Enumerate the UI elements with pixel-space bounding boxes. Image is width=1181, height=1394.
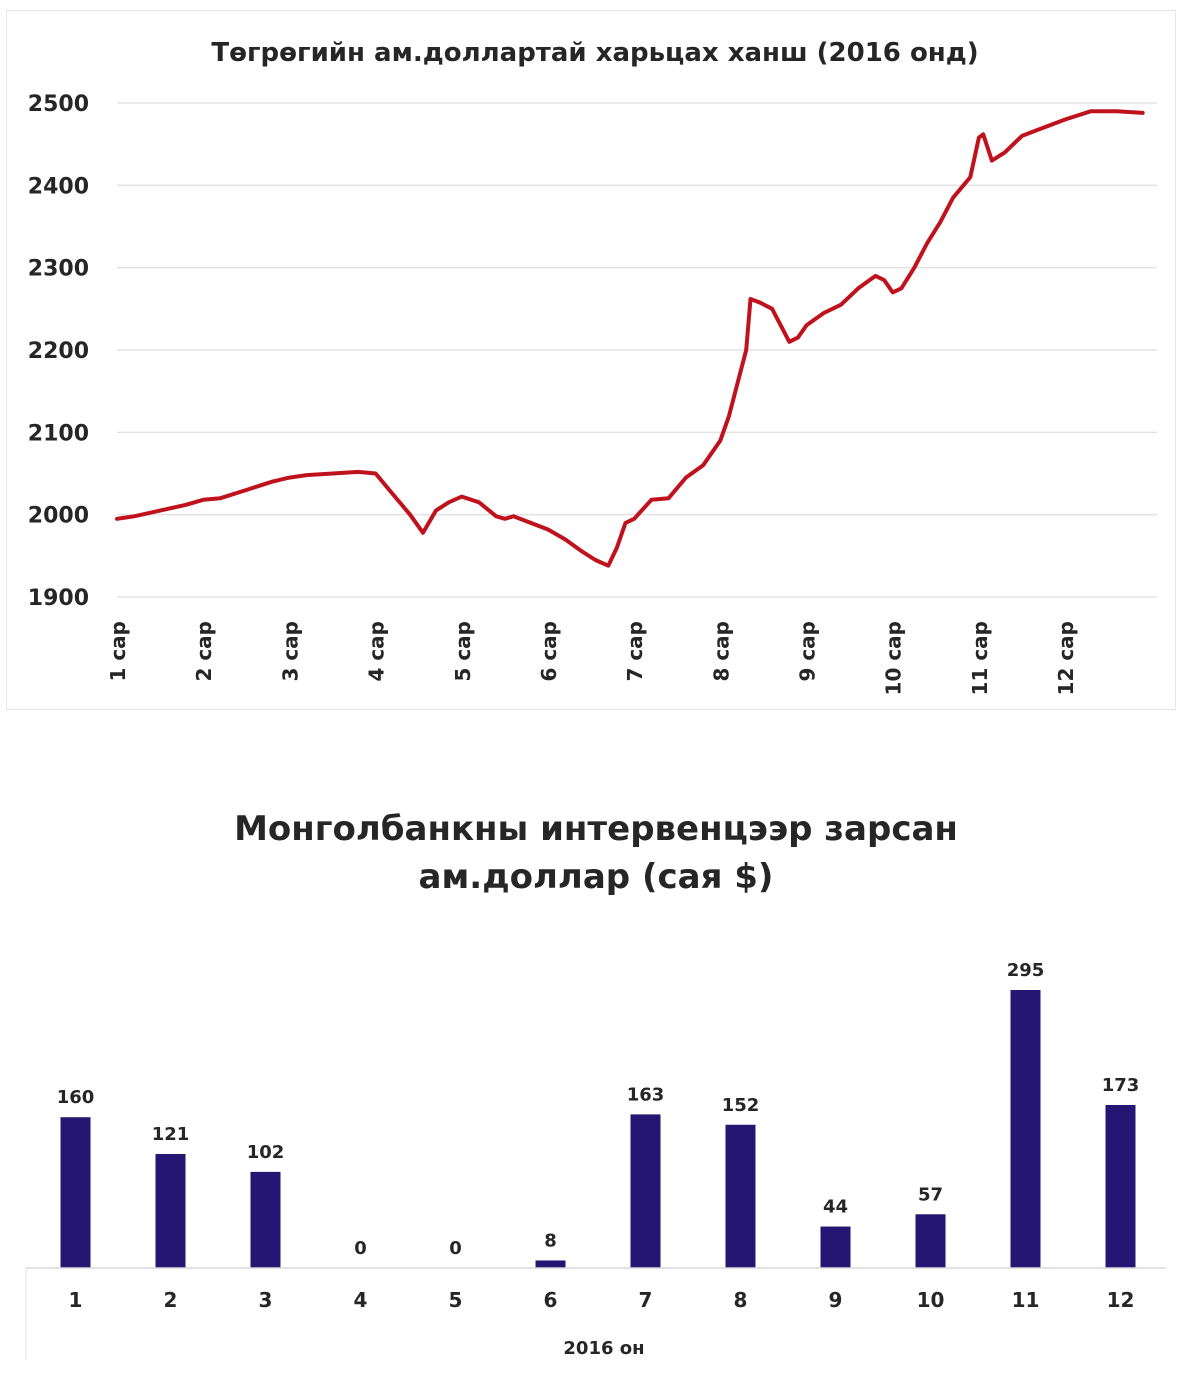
bar — [1010, 990, 1041, 1268]
exchange-rate-line-chart: Төгрөгийн ам.доллартай харьцах ханш (201… — [6, 10, 1176, 710]
x-tick-label: 4 сар — [365, 621, 389, 682]
bar-value-label: 160 — [57, 1087, 95, 1108]
bar-value-label: 121 — [152, 1124, 190, 1145]
bar-chart-title-line-1: Монголбанкны интервенцээр зарсан — [234, 809, 958, 849]
y-tick-label: 2400 — [28, 174, 89, 199]
bar-category-label: 6 — [544, 1288, 558, 1312]
bar-category-label: 8 — [734, 1288, 748, 1312]
bar — [820, 1226, 851, 1268]
exchange-rate-line-svg: Төгрөгийн ам.доллартай харьцах ханш (201… — [28, 38, 1157, 695]
bar-value-label: 152 — [722, 1095, 760, 1116]
y-tick-label: 2500 — [28, 92, 89, 117]
bar — [250, 1171, 281, 1268]
bar-x-axis-title: 2016 он — [563, 1338, 644, 1359]
bar — [155, 1153, 186, 1268]
x-tick-label: 2 сар — [192, 621, 216, 682]
bar-value-label: 44 — [823, 1197, 848, 1218]
y-tick-label: 2300 — [28, 257, 89, 282]
bar — [60, 1117, 91, 1268]
bar-value-label: 8 — [544, 1230, 557, 1251]
x-tick-label: 1 сар — [106, 621, 130, 682]
bar-chart-title-line-2: ам.доллар (сая $) — [419, 857, 774, 897]
bar — [915, 1214, 946, 1268]
bar — [1105, 1104, 1136, 1268]
y-tick-label: 2000 — [28, 504, 89, 529]
bar-category-label: 5 — [449, 1288, 463, 1312]
y-tick-label: 2100 — [28, 421, 89, 446]
bar-value-label: 295 — [1007, 960, 1045, 981]
bar-category-label: 4 — [354, 1288, 368, 1312]
y-tick-label: 1900 — [28, 586, 89, 611]
x-tick-label: 8 сар — [709, 621, 733, 682]
x-tick-label: 3 сар — [278, 621, 302, 682]
y-tick-label: 2200 — [28, 339, 89, 364]
bar-value-label: 0 — [449, 1238, 462, 1259]
bar — [630, 1114, 661, 1268]
x-tick-label: 5 сар — [451, 621, 475, 682]
x-tick-label: 10 сар — [882, 621, 906, 695]
exchange-rate-line — [115, 109, 1145, 568]
bar — [725, 1124, 756, 1268]
bar — [535, 1260, 566, 1268]
x-tick-label: 9 сар — [796, 621, 820, 682]
x-tick-label: 11 сар — [968, 621, 992, 695]
bar-category-label: 9 — [829, 1288, 843, 1312]
bar-value-label: 173 — [1102, 1075, 1140, 1096]
bar-value-label: 102 — [247, 1142, 285, 1163]
intervention-bar-svg: Монголбанкны интервенцээр зарсан ам.долл… — [25, 809, 1166, 1360]
x-tick-label: 12 сар — [1054, 621, 1078, 695]
bar-category-label: 3 — [259, 1288, 273, 1312]
bar-category-label: 10 — [917, 1288, 945, 1312]
bar-category-label: 1 — [69, 1288, 83, 1312]
line-chart-title: Төгрөгийн ам.доллартай харьцах ханш (201… — [211, 38, 978, 68]
bar-category-label: 11 — [1012, 1288, 1040, 1312]
bar-value-label: 163 — [627, 1084, 665, 1105]
bar-category-label: 12 — [1107, 1288, 1135, 1312]
bar-value-label: 57 — [918, 1184, 943, 1205]
x-tick-label: 6 сар — [537, 621, 561, 682]
bar-category-label: 7 — [639, 1288, 653, 1312]
x-tick-label: 7 сар — [623, 621, 647, 682]
intervention-bar-chart: Монголбанкны интервенцээр зарсан ам.долл… — [6, 780, 1176, 1380]
bar-value-label: 0 — [354, 1238, 367, 1259]
bar-category-label: 2 — [164, 1288, 178, 1312]
